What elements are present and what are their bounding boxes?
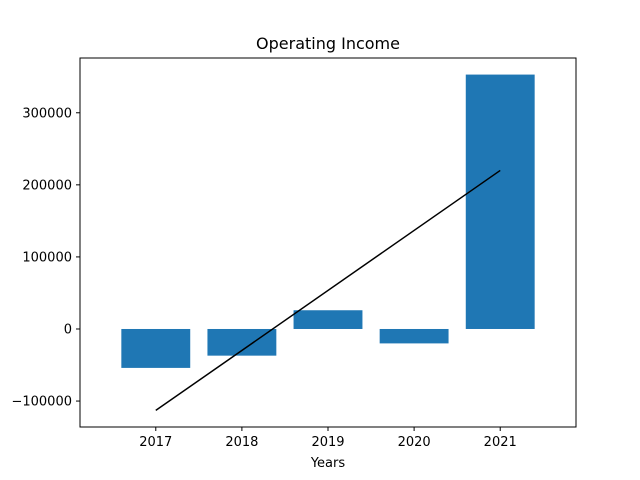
trend-line <box>155 169 501 412</box>
bar-2021 <box>465 74 535 329</box>
x-axis-label: Years <box>310 456 346 471</box>
chart-title: Operating Income <box>256 34 400 53</box>
x-tick-label: 2018 <box>225 435 258 450</box>
x-tick-label: 2019 <box>311 435 344 450</box>
y-tick-label: 0 <box>64 322 72 337</box>
y-tick-label: −100000 <box>11 395 72 410</box>
bar-2020 <box>379 328 449 344</box>
y-tick-label: 300000 <box>22 106 72 121</box>
bar-2017 <box>121 328 191 368</box>
x-tick-label: 2017 <box>139 435 172 450</box>
x-tick-label: 2021 <box>484 435 517 450</box>
bar-2019 <box>293 310 363 329</box>
y-tick-label: 100000 <box>22 250 72 265</box>
x-tick-label: 2020 <box>398 435 431 450</box>
y-tick-label: 200000 <box>22 178 72 193</box>
